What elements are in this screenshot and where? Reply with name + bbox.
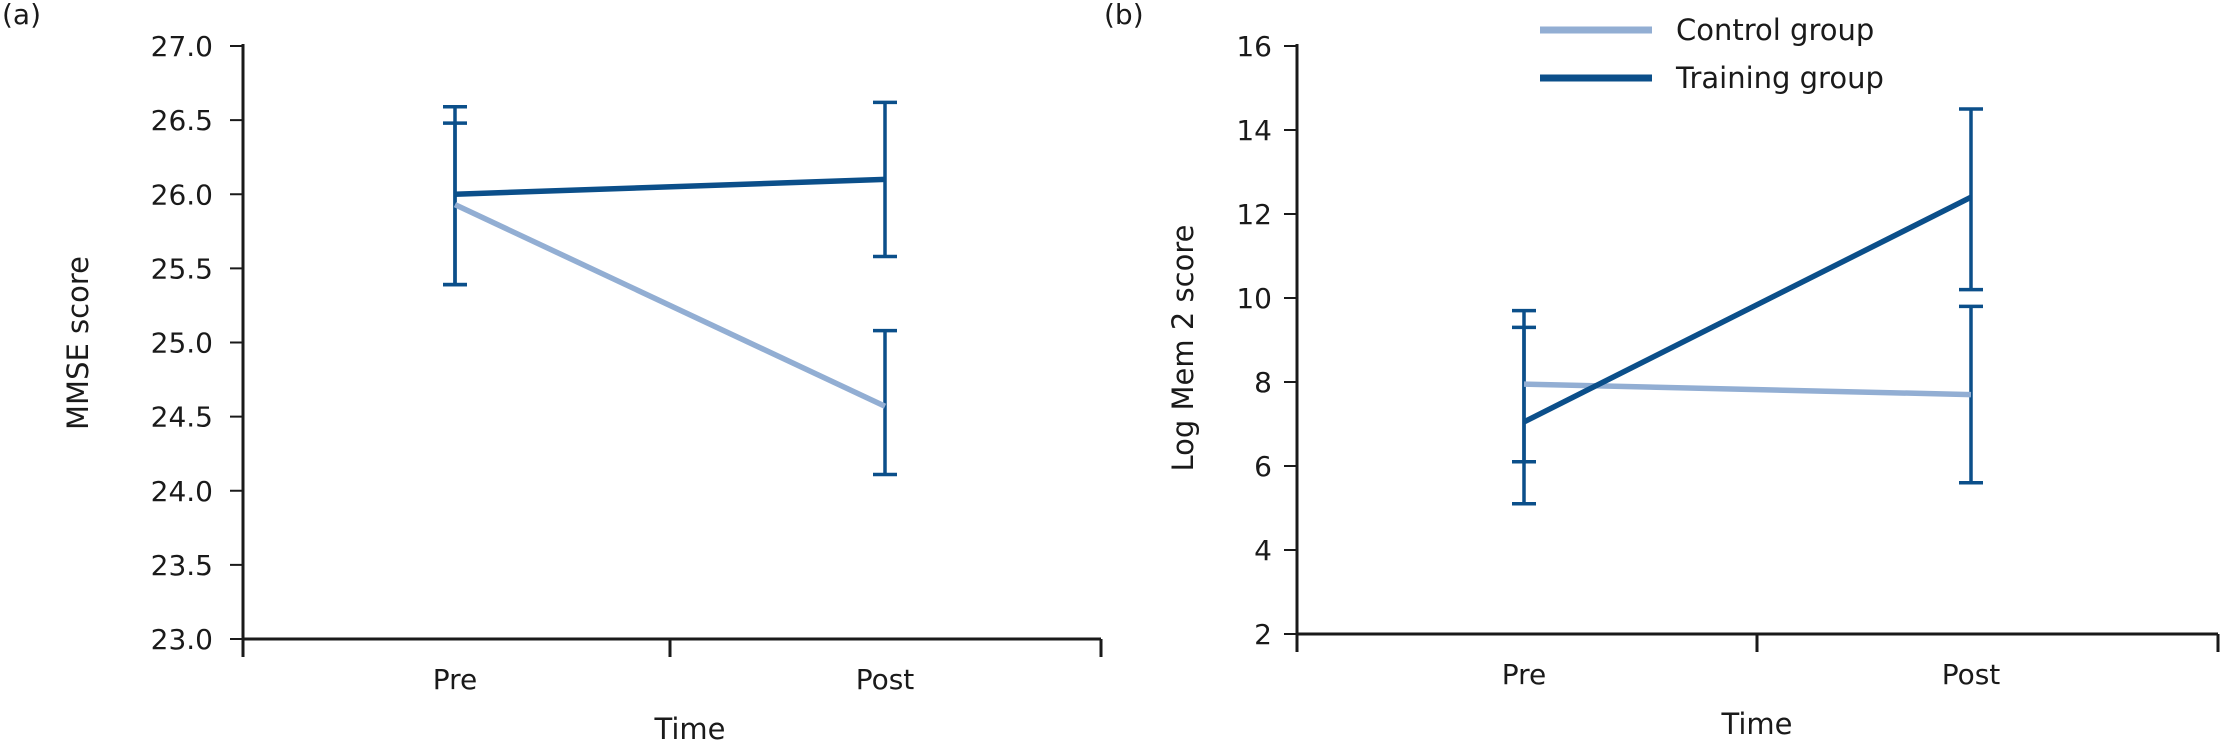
- y-tick-label: 24.0: [151, 475, 213, 508]
- y-tick-label: 16: [1236, 30, 1272, 63]
- panel-label: (a): [2, 0, 41, 31]
- y-tick-label: 25.5: [151, 252, 213, 285]
- series-line-control: [453, 202, 887, 409]
- y-axis-title: MMSE score: [61, 256, 95, 430]
- y-tick-label: 8: [1254, 366, 1272, 399]
- x-axis-title: Time: [654, 712, 726, 746]
- legend-label: Control group: [1676, 13, 1874, 47]
- y-tick-label: 2: [1254, 618, 1272, 651]
- y-tick-label: 10: [1236, 282, 1272, 315]
- x-axis-title: Time: [1721, 707, 1793, 741]
- y-tick-label: 23.0: [151, 623, 213, 656]
- y-tick-label: 14: [1236, 114, 1272, 147]
- y-axis-title: Log Mem 2 score: [1166, 225, 1200, 472]
- chart-panel-a: (a) 23.0 23.5 24.0 24.5 25.0 25.5 26.0 26.5 27.0 P…: [2, 0, 1103, 746]
- x-tick-label: Pre: [1502, 658, 1547, 691]
- series-line-training: [454, 176, 886, 197]
- series-line-training: [1522, 194, 1973, 425]
- legend: Control group Training group: [1540, 13, 1884, 95]
- y-tick-label: 25.0: [151, 327, 213, 360]
- y-tick-label: 26.0: [151, 178, 213, 211]
- x-tick-label: Pre: [433, 663, 478, 696]
- y-tick-label: 24.5: [151, 401, 213, 434]
- y-tick-label: 6: [1254, 450, 1272, 483]
- y-tick-label: 12: [1236, 198, 1272, 231]
- y-tick-label: 4: [1254, 534, 1272, 567]
- legend-label: Training group: [1675, 61, 1884, 95]
- x-tick-label: Post: [856, 663, 915, 696]
- panel-label: (b): [1104, 0, 1144, 31]
- y-tick-label: 26.5: [151, 104, 213, 137]
- chart-panel-b: (b) 2 4 6 8 10 12 14 16 Pre Post Time Log Mem 2 scor…: [1104, 0, 2220, 741]
- y-tick-label: 23.5: [151, 549, 213, 582]
- y-tick-label: 27.0: [151, 30, 213, 63]
- x-tick-label: Post: [1942, 658, 2001, 691]
